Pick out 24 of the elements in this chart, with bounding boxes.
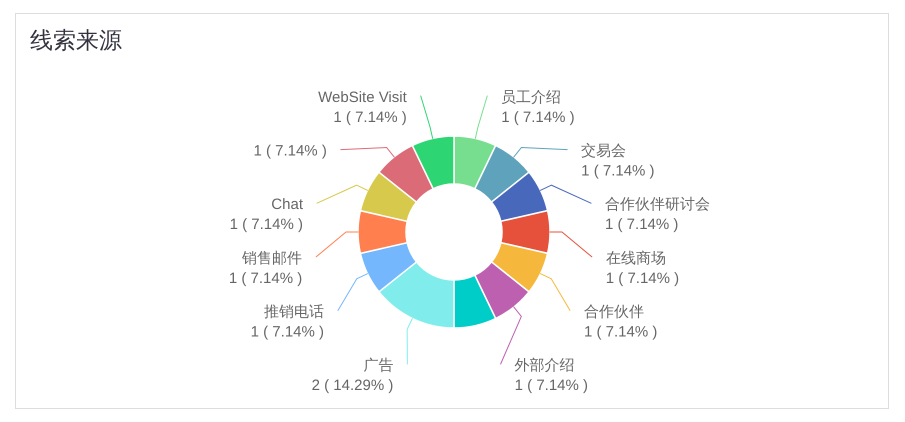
slice-label: Chat: [271, 196, 304, 214]
data-label: 1 ( 7.14% ): [253, 142, 327, 160]
slice-label: 合作伙伴: [584, 303, 644, 320]
data-label: 1 ( 7.14% ): [606, 270, 680, 287]
data-label: 1 ( 7.14% ): [228, 270, 302, 287]
chart-title: 线索来源: [30, 27, 122, 53]
slice-label: 员工介绍: [501, 89, 562, 106]
data-label: 1 ( 7.14% ): [514, 377, 588, 394]
slice-label: 销售邮件: [241, 250, 302, 267]
slice-label: 合作伙伴研讨会: [605, 196, 710, 214]
data-label: 2 ( 14.29% ): [312, 377, 394, 394]
data-label: 1 ( 7.14% ): [581, 162, 655, 180]
slice-label: 交易会: [581, 142, 626, 160]
slice-label: 在线商场: [606, 250, 666, 267]
data-label: 1 ( 7.14% ): [230, 216, 303, 234]
slice-label: 广告: [363, 357, 394, 374]
data-label: 1 ( 7.14% ): [333, 109, 407, 126]
data-label: 1 ( 7.14% ): [250, 323, 324, 340]
slice-label: WebSite Visit: [318, 89, 408, 106]
data-label: 1 ( 7.14% ): [605, 216, 678, 234]
data-label: 1 ( 7.14% ): [501, 109, 575, 126]
data-label: 1 ( 7.14% ): [584, 323, 658, 340]
slice-label: 推销电话: [264, 303, 324, 320]
slice-label: 外部介绍: [514, 357, 575, 374]
